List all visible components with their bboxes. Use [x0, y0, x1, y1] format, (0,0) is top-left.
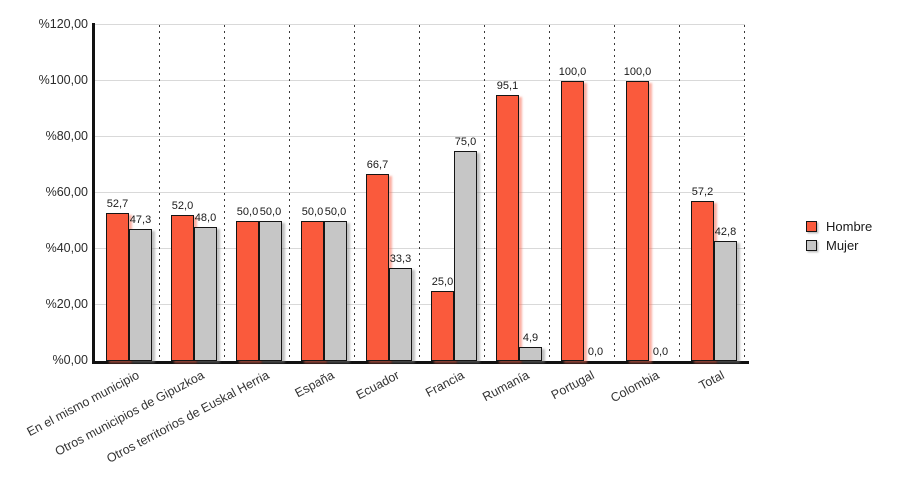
gridline-vertical-dotted — [419, 25, 420, 361]
gridline-horizontal — [95, 24, 745, 25]
bar-value-label: 95,1 — [496, 79, 519, 92]
bar-value-label: 50,0 — [324, 206, 347, 218]
bar-value-label: 75,0 — [454, 136, 477, 148]
bar-value-label: 66,7 — [366, 159, 389, 172]
bar-value-label: 52,0 — [171, 200, 194, 213]
legend-swatch-icon — [806, 221, 817, 232]
bar-hombre-8 — [561, 81, 584, 361]
y-axis-line — [92, 23, 95, 364]
bar-hombre-5 — [366, 174, 389, 361]
gridline-vertical-dotted — [224, 25, 225, 361]
y-axis-tick-label: %80,00 — [45, 129, 88, 143]
bar-mujer-1 — [129, 228, 152, 361]
legend: Hombre Mujer — [806, 219, 872, 257]
gridline-horizontal — [95, 136, 745, 137]
bar-mujer-3 — [259, 221, 282, 361]
y-axis-tick-label: %20,00 — [45, 297, 88, 311]
gridline-horizontal — [95, 304, 745, 305]
gridline-horizontal — [95, 248, 745, 249]
bar-mujer-6 — [454, 151, 477, 361]
bar-hombre-7 — [496, 94, 519, 361]
gridline-vertical-dotted — [159, 25, 160, 361]
bar-value-label: 4,9 — [522, 332, 539, 345]
legend-swatch-icon — [806, 240, 817, 251]
legend-label: Hombre — [826, 219, 873, 234]
bar-mujer-2 — [194, 226, 217, 361]
bar-hombre-1 — [106, 213, 129, 361]
bar-mujer-7 — [519, 347, 542, 361]
bar-hombre-2 — [171, 215, 194, 361]
bar-value-label: 57,2 — [691, 185, 714, 198]
bar-value-label: 100,0 — [623, 66, 652, 78]
legend-item-hombre: Hombre — [806, 219, 872, 234]
bar-mujer-5 — [389, 267, 412, 361]
bar-value-label: 100,0 — [558, 66, 587, 78]
bar-value-label: 25,0 — [431, 276, 454, 288]
y-axis-tick-label: %120,00 — [38, 17, 88, 31]
gridline-vertical-dotted — [744, 25, 745, 361]
gridline-horizontal — [95, 192, 745, 193]
gridline-vertical-dotted — [289, 25, 290, 361]
gridline-vertical-dotted — [679, 25, 680, 361]
bar-value-label: 0,0 — [587, 346, 604, 358]
bar-mujer-10 — [714, 241, 737, 361]
bar-value-label: 50,0 — [301, 206, 324, 218]
bar-hombre-3 — [236, 221, 259, 361]
gridline-vertical-dotted — [614, 25, 615, 361]
bar-value-label: 50,0 — [259, 206, 282, 218]
bar-value-label: 0,0 — [652, 346, 669, 358]
bar-hombre-9 — [626, 81, 649, 361]
bar-value-label: 52,7 — [106, 198, 129, 211]
bar-value-label: 33,3 — [389, 252, 412, 265]
y-axis-tick-label: %40,00 — [45, 241, 88, 255]
bar-mujer-4 — [324, 221, 347, 361]
plot-area: 52,7 47,3 52,0 48,0 50,0 50,0 50,0 50,0 66,7 33,3… — [95, 24, 745, 361]
gridline-horizontal — [95, 80, 745, 81]
bar-hombre-6 — [431, 291, 454, 361]
x-axis-line — [92, 361, 749, 364]
gridline-vertical-dotted — [354, 25, 355, 361]
bar-value-label: 47,3 — [129, 213, 152, 226]
gridline-vertical-dotted — [484, 25, 485, 361]
bar-value-label: 50,0 — [236, 206, 259, 218]
y-axis-tick-label: %60,00 — [45, 185, 88, 199]
legend-label: Mujer — [826, 238, 859, 253]
bar-value-label: 42,8 — [714, 226, 737, 239]
bar-hombre-4 — [301, 221, 324, 361]
legend-item-mujer: Mujer — [806, 238, 872, 253]
y-axis-tick-label: %0,00 — [52, 353, 88, 367]
y-axis-tick-label: %100,00 — [38, 73, 88, 87]
bar-hombre-10 — [691, 200, 714, 361]
bar-value-label: 48,0 — [194, 211, 217, 224]
gridline-vertical-dotted — [549, 25, 550, 361]
